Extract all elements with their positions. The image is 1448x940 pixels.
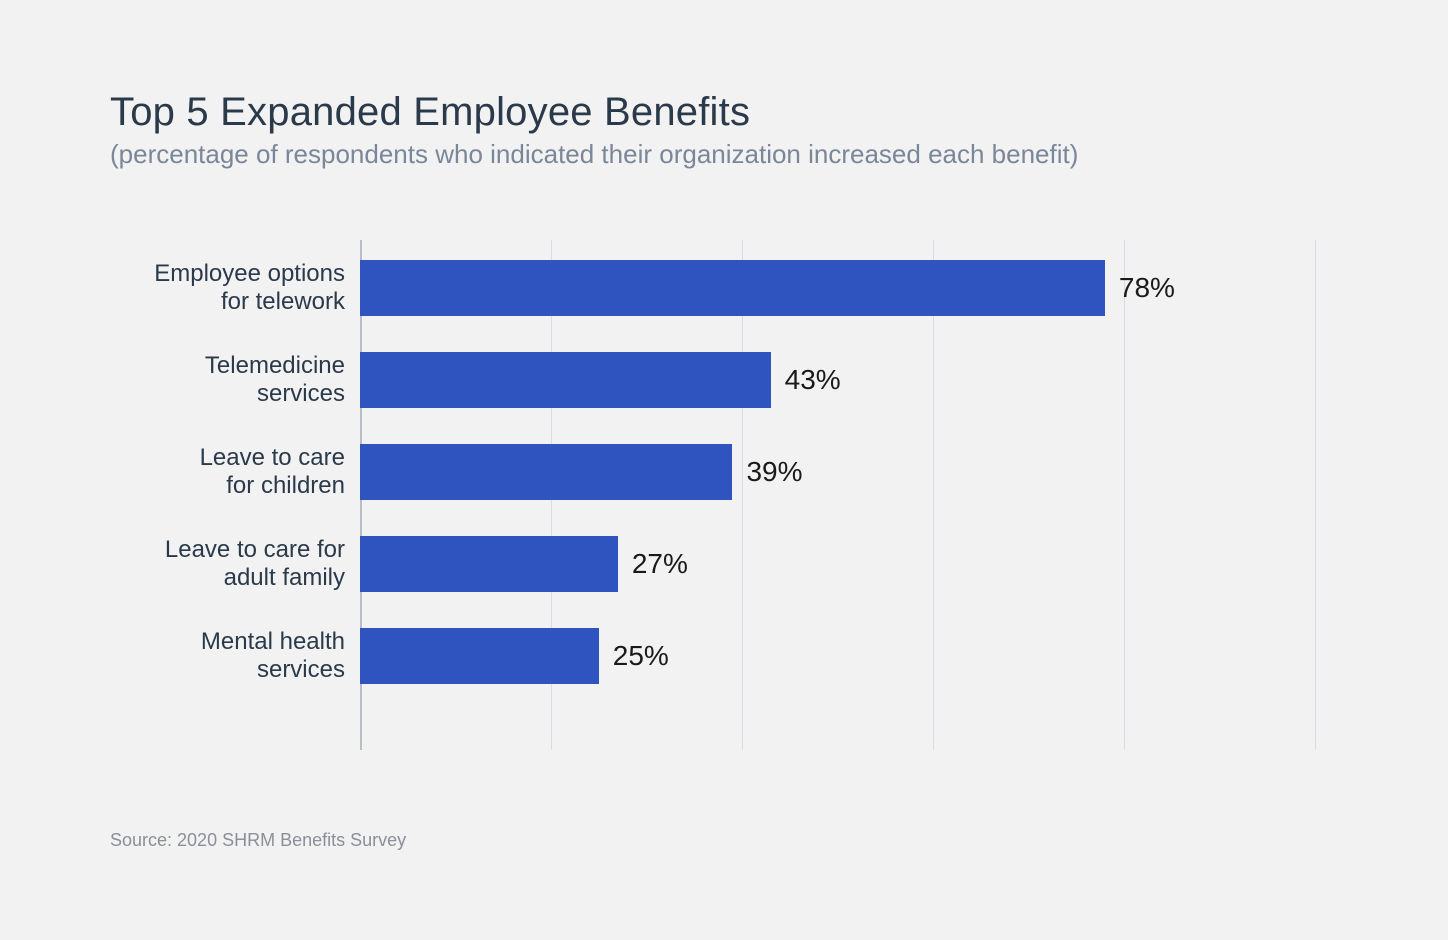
- chart-row: Leave to carefor children 39%: [135, 444, 1315, 500]
- category-label-line: services: [135, 656, 345, 684]
- chart-row: Employee optionsfor telework 78%: [135, 260, 1315, 316]
- bar-wrap: 39%: [360, 444, 802, 500]
- category-label: Employee optionsfor telework: [135, 260, 345, 315]
- category-label-line: services: [135, 380, 345, 408]
- category-label-line: adult family: [135, 564, 345, 592]
- value-label: 25%: [613, 640, 669, 672]
- value-label: 43%: [785, 364, 841, 396]
- value-label: 39%: [746, 456, 802, 488]
- chart-source: Source: 2020 SHRM Benefits Survey: [110, 830, 406, 851]
- bar: [360, 628, 599, 684]
- chart-title: Top 5 Expanded Employee Benefits: [110, 90, 1078, 135]
- bar-wrap: 27%: [360, 536, 688, 592]
- value-label: 27%: [632, 548, 688, 580]
- chart-row: Leave to care foradult family 27%: [135, 536, 1315, 592]
- chart-subtitle: (percentage of respondents who indicated…: [110, 139, 1078, 170]
- category-label: Telemedicineservices: [135, 352, 345, 407]
- category-label-line: Leave to care: [135, 444, 345, 472]
- category-label-line: Employee options: [135, 260, 345, 288]
- chart-row: Mental healthservices 25%: [135, 628, 1315, 684]
- category-label-line: Leave to care for: [135, 536, 345, 564]
- category-label-line: Telemedicine: [135, 352, 345, 380]
- bar: [360, 536, 618, 592]
- category-label-line: Mental health: [135, 628, 345, 656]
- value-label: 78%: [1119, 272, 1175, 304]
- category-label: Leave to carefor children: [135, 444, 345, 499]
- category-label: Leave to care foradult family: [135, 536, 345, 591]
- category-label-line: for children: [135, 472, 345, 500]
- bar: [360, 444, 732, 500]
- bar-wrap: 25%: [360, 628, 669, 684]
- chart-row: Telemedicineservices 43%: [135, 352, 1315, 408]
- category-label: Mental healthservices: [135, 628, 345, 683]
- bar-chart: Employee optionsfor telework 78% Telemedic…: [135, 240, 1315, 750]
- chart-header: Top 5 Expanded Employee Benefits (percen…: [110, 90, 1078, 170]
- gridline: [1315, 240, 1316, 750]
- bar-wrap: 78%: [360, 260, 1175, 316]
- category-label-line: for telework: [135, 288, 345, 316]
- bar-wrap: 43%: [360, 352, 841, 408]
- bar: [360, 352, 771, 408]
- bar: [360, 260, 1105, 316]
